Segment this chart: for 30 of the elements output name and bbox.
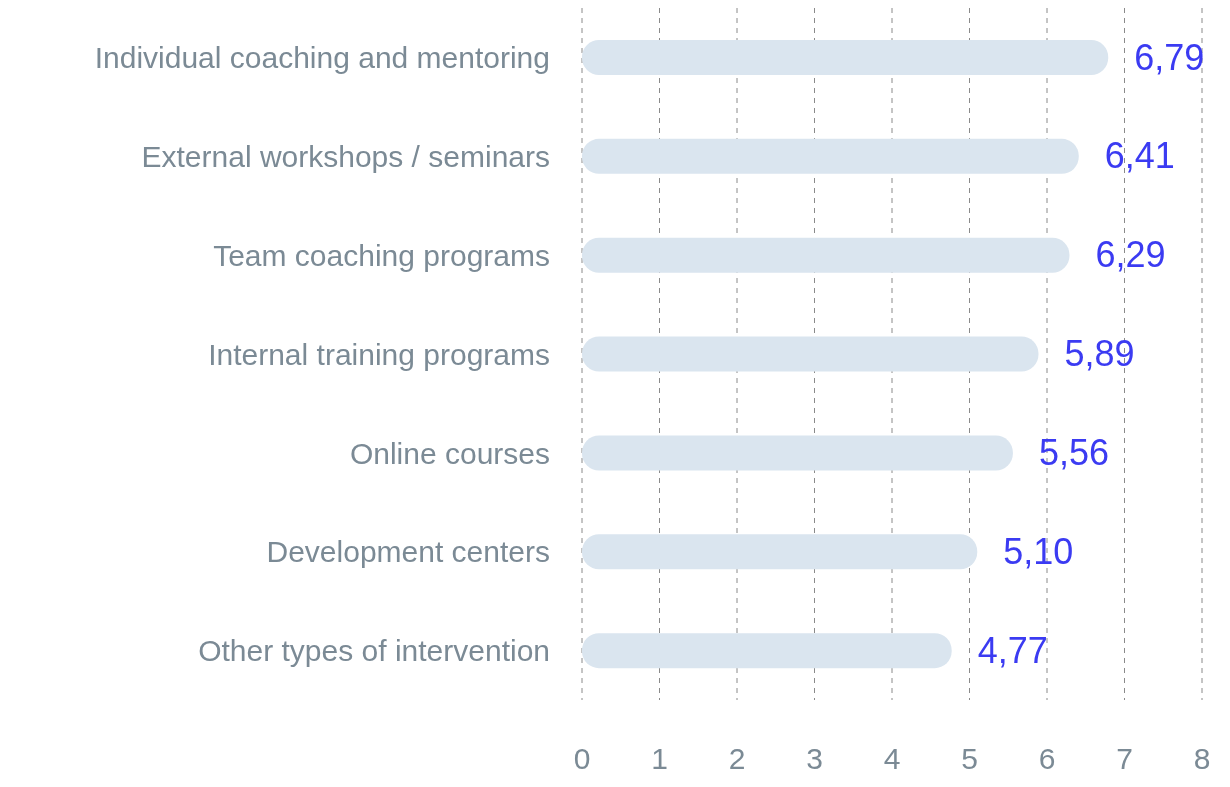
- data-label: 5,10: [1003, 530, 1074, 572]
- x-tick-label: 6: [1038, 742, 1056, 776]
- x-tick-label: 0: [573, 742, 591, 776]
- bar: [582, 435, 1013, 471]
- bar: [582, 336, 1039, 372]
- bar: [582, 40, 1109, 75]
- x-tick-label: 2: [728, 742, 746, 776]
- y-tick-label: Online courses: [349, 436, 550, 470]
- y-tick-label: Development centers: [266, 535, 550, 569]
- x-tick-label: 4: [883, 742, 901, 776]
- data-label: 5,89: [1064, 333, 1135, 375]
- x-tick-label: 7: [1116, 742, 1133, 776]
- data-label: 6,29: [1095, 234, 1166, 276]
- data-label: 6,79: [1134, 36, 1205, 78]
- y-tick-label: Other types of intervention: [198, 634, 550, 668]
- bar: [582, 237, 1070, 273]
- x-tick-label: 5: [961, 742, 978, 776]
- y-tick-label: Individual coaching and mentoring: [94, 41, 550, 75]
- data-label: 4,77: [977, 629, 1048, 671]
- x-tick-label: 3: [806, 742, 823, 776]
- bar: [582, 534, 978, 570]
- data-label: 5,56: [1038, 431, 1109, 473]
- x-tick-label: 8: [1193, 742, 1211, 776]
- bar: [582, 633, 952, 669]
- x-tick-label: 1: [651, 742, 668, 776]
- bar: [582, 138, 1079, 174]
- y-tick-label: External workshops / seminars: [141, 139, 550, 173]
- y-tick-label: Internal training programs: [208, 337, 550, 371]
- y-tick-label: Team coaching programs: [213, 238, 550, 272]
- data-label: 6,41: [1104, 135, 1175, 177]
